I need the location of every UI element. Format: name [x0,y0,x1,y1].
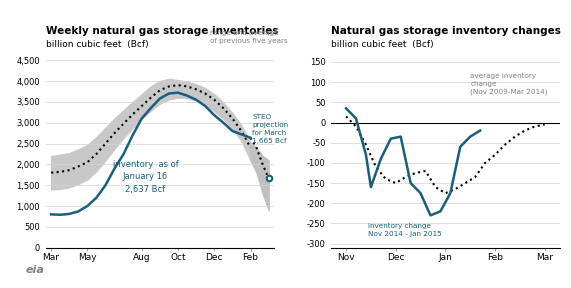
Text: Weekly natural gas storage inventories: Weekly natural gas storage inventories [46,26,278,36]
Text: inventory  as of
January 16
2,637 Bcf: inventory as of January 16 2,637 Bcf [112,160,178,194]
Text: billion cubic feet  (Bcf): billion cubic feet (Bcf) [46,40,148,49]
Text: eia: eia [25,265,44,275]
Text: Natural gas storage inventory changes: Natural gas storage inventory changes [331,26,561,36]
Text: STEO
projection
for March
1,665 Bcf: STEO projection for March 1,665 Bcf [252,114,288,144]
Text: average inventory
change
(Nov 2009-Mar 2014): average inventory change (Nov 2009-Mar 2… [470,73,548,95]
Text: billion cubic feet  (Bcf): billion cubic feet (Bcf) [331,40,434,49]
Text: range and average
of previous five years: range and average of previous five years [210,30,288,44]
Text: inventory change
Nov 2014 - Jan 2015: inventory change Nov 2014 - Jan 2015 [368,223,442,236]
